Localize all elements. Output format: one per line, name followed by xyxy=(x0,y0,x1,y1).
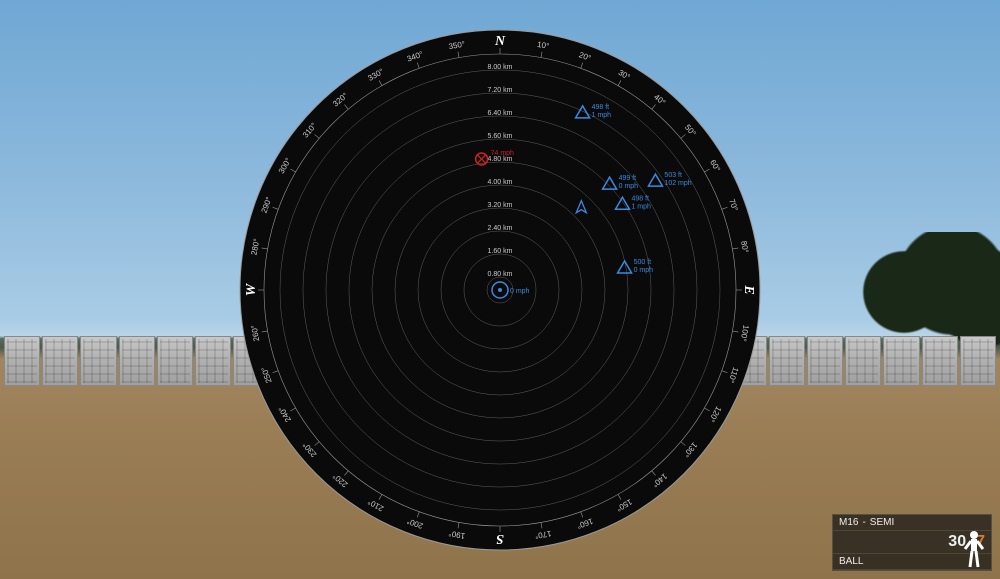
range-ring-label: 5.60 km xyxy=(488,133,513,140)
range-ring-label: 7.20 km xyxy=(488,87,513,94)
hesco-barrier xyxy=(769,336,805,386)
weapon-name: M16 xyxy=(839,517,858,528)
range-ring-label: 1.60 km xyxy=(488,248,513,255)
weapon-hud: M16 - SEMI 30 7 BALL xyxy=(832,514,992,571)
stance-icon xyxy=(961,529,987,569)
range-ring-label: 3.20 km xyxy=(488,202,513,209)
cardinal-W: W xyxy=(244,282,259,296)
hesco-barrier xyxy=(4,336,40,386)
hesco-barrier xyxy=(119,336,155,386)
contact-label: 74 mph xyxy=(491,150,514,157)
center-speed: 0 mph xyxy=(510,288,530,295)
ammo-type: BALL xyxy=(839,556,863,567)
contact-label: 102 mph xyxy=(664,180,691,187)
contact-label: 1 mph xyxy=(631,203,651,210)
radar-display[interactable]: 0.80 km 1.60 km 2.40 km 3.20 km 4.00 km 4.80 … xyxy=(230,20,770,560)
contact-label: 503 ft xyxy=(664,172,682,179)
hesco-barrier xyxy=(922,336,958,386)
hesco-barrier xyxy=(807,336,843,386)
background-trees xyxy=(840,232,1000,352)
range-ring-label: 2.40 km xyxy=(488,225,513,232)
hesco-barrier xyxy=(845,336,881,386)
contact-label: 498 ft xyxy=(631,195,649,202)
contact-label: 500 ft xyxy=(634,259,652,266)
cardinal-E: E xyxy=(741,284,756,294)
hesco-barrier xyxy=(80,336,116,386)
range-ring-label: 6.40 km xyxy=(488,110,513,117)
hesco-barrier xyxy=(960,336,996,386)
cardinal-S: S xyxy=(496,530,504,545)
contact-label: 1 mph xyxy=(592,111,612,118)
range-ring-label: 4.80 km xyxy=(488,156,513,163)
range-ring-label: 4.00 km xyxy=(488,179,513,186)
range-ring-label: 8.00 km xyxy=(488,64,513,71)
hesco-barrier xyxy=(883,336,919,386)
radar-svg: 0.80 km 1.60 km 2.40 km 3.20 km 4.00 km 4.80 … xyxy=(230,20,770,560)
cardinal-N: N xyxy=(494,34,506,49)
hesco-barrier xyxy=(42,336,78,386)
range-ring-label: 0.80 km xyxy=(488,271,513,278)
hesco-barrier xyxy=(157,336,193,386)
contact-label: 499 ft xyxy=(619,175,637,182)
hesco-barrier xyxy=(195,336,231,386)
contact-label: 0 mph xyxy=(619,183,639,190)
contact-label: 0 mph xyxy=(634,267,654,274)
contact-label: 498 ft xyxy=(592,103,610,110)
fire-mode: SEMI xyxy=(870,517,894,528)
